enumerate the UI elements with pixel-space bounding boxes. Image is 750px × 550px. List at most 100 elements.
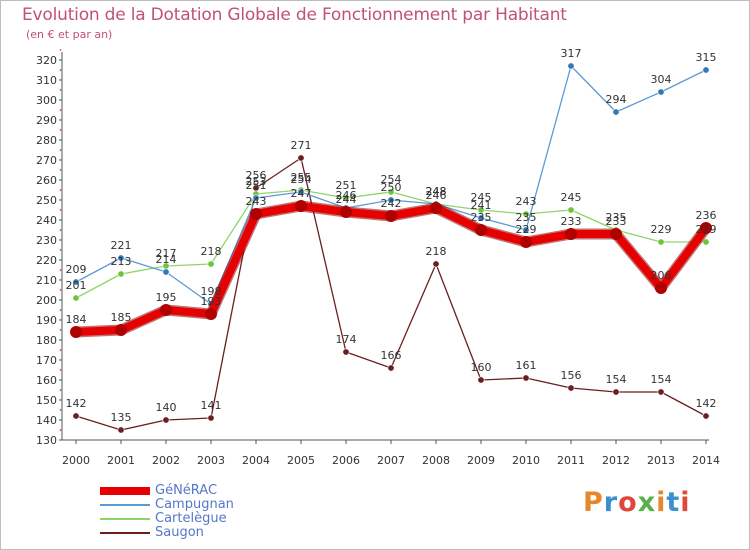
x-tick-label: 2002: [152, 454, 180, 467]
data-label: 198: [201, 285, 222, 298]
data-point: [655, 282, 667, 294]
data-point: [70, 326, 82, 338]
y-minor-tick: [59, 369, 62, 371]
data-label: 236: [696, 209, 717, 222]
y-tick-label: 150: [36, 394, 57, 407]
data-point: [702, 66, 710, 74]
x-tick-label: 2001: [107, 454, 135, 467]
data-label: 233: [606, 215, 627, 228]
y-tick-label: 320: [36, 54, 57, 67]
x-tick-label: 2012: [602, 454, 630, 467]
y-tick-label: 240: [36, 214, 57, 227]
data-label: 142: [696, 397, 717, 410]
data-point: [342, 348, 350, 356]
data-label: 166: [381, 349, 402, 362]
y-tick-label: 250: [36, 194, 57, 207]
logo-letter: o: [618, 487, 638, 518]
data-label: 235: [516, 211, 537, 224]
y-tick-label: 140: [36, 414, 57, 427]
data-point: [432, 260, 440, 268]
y-minor-tick: [59, 189, 62, 191]
data-point: [295, 200, 307, 212]
data-label: 218: [201, 245, 222, 258]
data-label: 221: [111, 239, 132, 252]
data-point: [657, 238, 665, 246]
y-minor-tick: [59, 249, 62, 251]
data-point: [657, 88, 665, 96]
data-label: 247: [291, 187, 312, 200]
data-point: [387, 364, 395, 372]
data-point: [475, 224, 487, 236]
y-tick-label: 290: [36, 114, 57, 127]
y-minor-tick: [59, 349, 62, 351]
y-minor-tick: [59, 49, 62, 51]
data-label: 251: [336, 179, 357, 192]
legend-label: Saugon: [155, 525, 204, 540]
data-label: 235: [471, 211, 492, 224]
data-point: [387, 188, 395, 196]
data-point: [520, 236, 532, 248]
y-minor-tick: [59, 89, 62, 91]
data-point: [385, 210, 397, 222]
data-label: 195: [156, 291, 177, 304]
legend-label: Campugnan: [155, 497, 234, 512]
data-point: [430, 202, 442, 214]
data-point: [162, 268, 170, 276]
data-label: 294: [606, 93, 627, 106]
data-point: [252, 194, 260, 202]
data-label: 160: [471, 361, 492, 374]
data-label: 161: [516, 359, 537, 372]
x-tick-label: 2004: [242, 454, 270, 467]
x-tick-label: 2011: [557, 454, 585, 467]
y-minor-tick: [59, 309, 62, 311]
data-point: [207, 414, 215, 422]
data-label: 135: [111, 411, 132, 424]
logo-letter: P: [583, 487, 604, 518]
data-label: 184: [66, 313, 87, 326]
data-point: [657, 388, 665, 396]
data-label: 235: [606, 211, 627, 224]
data-label: 241: [471, 199, 492, 212]
data-point: [567, 206, 575, 214]
data-label: 255: [291, 171, 312, 184]
data-label: 185: [111, 311, 132, 324]
data-label: 251: [246, 179, 267, 192]
chart-subtitle: (en € et par an): [26, 28, 113, 41]
data-point: [340, 206, 352, 218]
data-point: [160, 304, 172, 316]
data-label: 229: [696, 223, 717, 236]
data-label: 193: [201, 295, 222, 308]
data-label: 217: [156, 247, 177, 260]
data-point: [477, 376, 485, 384]
data-label: 154: [606, 373, 627, 386]
y-tick-label: 190: [36, 314, 57, 327]
y-minor-tick: [59, 389, 62, 391]
data-label: 244: [336, 193, 357, 206]
y-minor-tick: [59, 409, 62, 411]
data-label: 253: [246, 175, 267, 188]
data-label: 229: [516, 223, 537, 236]
x-tick-label: 2008: [422, 454, 450, 467]
data-label: 243: [516, 195, 537, 208]
data-point: [205, 308, 217, 320]
x-tick-label: 2014: [692, 454, 720, 467]
data-point: [567, 62, 575, 70]
data-label: 256: [246, 169, 267, 182]
data-point: [115, 324, 127, 336]
data-label: 229: [651, 223, 672, 236]
y-minor-tick: [59, 169, 62, 171]
data-point: [387, 196, 395, 204]
y-tick-label: 180: [36, 334, 57, 347]
y-minor-tick: [59, 69, 62, 71]
data-label: 315: [696, 51, 717, 64]
y-tick-label: 160: [36, 374, 57, 387]
y-tick-label: 280: [36, 134, 57, 147]
legend-swatch: [100, 532, 150, 534]
data-point: [117, 254, 125, 262]
logo-letter: i: [656, 487, 667, 518]
y-tick-label: 260: [36, 174, 57, 187]
legend-label: Cartelègue: [155, 511, 227, 526]
data-point: [612, 388, 620, 396]
